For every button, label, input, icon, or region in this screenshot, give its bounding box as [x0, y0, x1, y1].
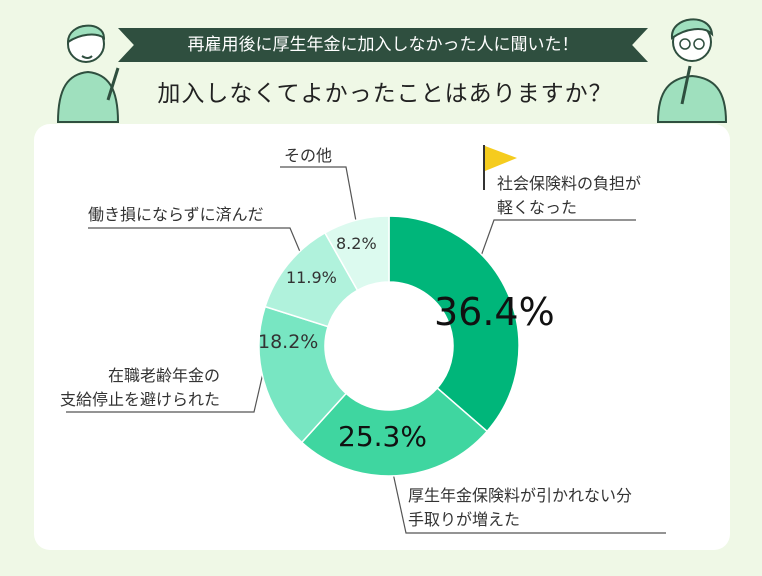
donut-slice-5: [323, 215, 390, 292]
slice-value-4: 11.9%: [286, 268, 337, 287]
leader-lines: [66, 166, 666, 534]
category-label-3: 在職老齢年金の 支給停止を避けられた: [60, 366, 221, 409]
donut-slice-3: [258, 305, 348, 444]
slice-value-5: 8.2%: [336, 234, 377, 253]
donut-slice-2: [300, 386, 489, 477]
slice-value-3: 18.2%: [258, 331, 319, 353]
woman-illustration: [56, 24, 120, 123]
chart-card: [34, 124, 730, 550]
category-label-5: その他: [284, 146, 333, 165]
survey-question: 加入しなくてよかったことはありますか？: [157, 81, 613, 107]
category-label-2: 厚生年金保険料が引かれない分 手取りが増えた: [408, 486, 633, 529]
donut-slices: [258, 215, 520, 477]
category-label-4: 働き損にならずに済んだ: [88, 205, 264, 224]
survey-banner: 再雇用後に厚生年金に加入しなかった人に聞いた！: [118, 28, 648, 62]
slice-value-2: 25.3%: [338, 420, 427, 453]
flag-icon: [483, 145, 517, 190]
donut-slice-1: [388, 215, 520, 433]
slice-value-1: 36.4%: [434, 290, 555, 334]
man-illustration: [656, 18, 728, 123]
category-label-1: 社会保険料の負担が 軽くなった: [497, 174, 642, 217]
